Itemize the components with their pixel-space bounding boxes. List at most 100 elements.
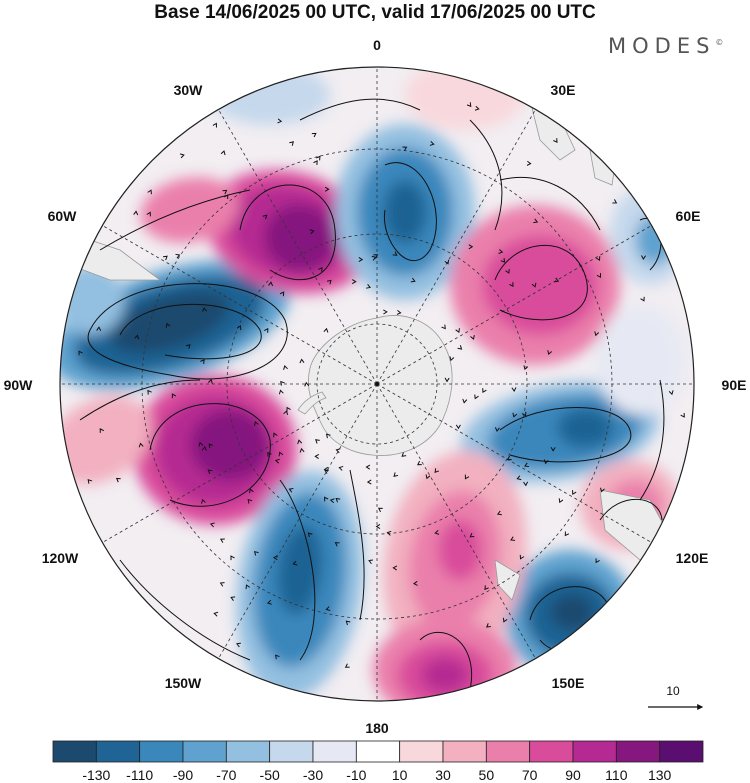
wind-arrow: [274, 458, 280, 464]
wind-arrow: [329, 498, 335, 504]
wind-arrow: [200, 359, 205, 364]
wind-arrow: [482, 388, 487, 394]
wind-arrow: [345, 620, 351, 626]
wind-arrow: [470, 334, 475, 340]
wind-arrow: [201, 445, 207, 451]
vector-reference-label: 10: [666, 684, 680, 698]
wind-arrow: [383, 309, 388, 315]
lon-label-180: 180: [365, 720, 389, 736]
colorbar-tick-label: -110: [126, 767, 153, 783]
colorbar-tick-label: 130: [648, 767, 672, 783]
wind-arrow: [474, 105, 480, 111]
lon-label-90e: 90E: [722, 377, 747, 393]
colorbar-swatch: [269, 740, 314, 763]
colorbar-tick-label: 110: [605, 767, 628, 783]
wind-arrow: [553, 138, 558, 143]
wind-arrow: [572, 490, 577, 495]
wind-arrow: [299, 447, 305, 453]
wind-arrow: [165, 322, 171, 328]
wind-arrow: [307, 532, 313, 538]
wind-arrow: [325, 433, 331, 439]
wind-arrow: [236, 642, 241, 648]
wind-arrow: [516, 475, 522, 481]
brand-text: MODES: [608, 34, 716, 58]
wind-arrow: [248, 488, 254, 494]
colorbar-tick-label: 70: [522, 767, 538, 783]
wind-arrow: [277, 118, 283, 124]
lon-label-120e: 120E: [676, 550, 709, 566]
wind-arrow: [314, 454, 320, 459]
wind-arrow: [304, 381, 310, 387]
wind-arrow: [416, 460, 422, 466]
wind-arrow: [413, 580, 418, 586]
wind-arrow: [474, 394, 479, 400]
colorbar-swatches: [52, 740, 704, 763]
wind-arrow: [377, 507, 383, 513]
wind-arrow: [368, 559, 374, 565]
wind-arrow: [531, 282, 537, 288]
wind-arrow: [133, 210, 139, 216]
wind-arrow: [351, 279, 357, 285]
longitude-labels: 0 30E 60E 90E 120E 150E 180 150W 120W 90…: [4, 37, 747, 736]
colorbar-swatch: [572, 740, 617, 763]
colorbar-swatch: [485, 740, 531, 763]
wind-arrow: [223, 194, 229, 200]
wind-arrow: [230, 596, 236, 601]
lon-label-60w: 60W: [48, 208, 78, 224]
wind-arrow: [208, 443, 214, 449]
wind-arrow: [402, 146, 408, 151]
wind-arrow: [326, 279, 332, 285]
wind-arrow: [288, 488, 294, 493]
wind-arrow: [523, 365, 529, 371]
wind-arrow: [457, 345, 463, 350]
colorbar-swatch: [139, 740, 184, 763]
wind-arrow: [429, 141, 435, 146]
wind-arrow: [115, 477, 121, 483]
wind-arrow: [510, 536, 516, 541]
wind-arrow: [401, 452, 407, 457]
wind-arrow: [425, 474, 431, 480]
wind-arrow: [175, 253, 181, 259]
wind-arrow: [500, 258, 506, 263]
wind-arrow: [219, 538, 225, 543]
colorbar-tick-label: 30: [435, 767, 451, 783]
wind-arrow: [365, 464, 371, 470]
wind-arrow: [335, 448, 341, 454]
wind-arrow: [371, 255, 377, 261]
wind-arrow: [286, 406, 291, 412]
colorbar-swatch: [442, 740, 487, 763]
wind-arrow: [498, 249, 504, 254]
wind-arrow: [292, 560, 298, 566]
wind-arrow: [668, 390, 674, 396]
wind-arrow: [323, 327, 329, 333]
antarctica-landmass: [297, 315, 453, 456]
wind-arrow: [134, 334, 140, 340]
wind-arrow: [318, 266, 323, 272]
lon-label-90w: 90W: [4, 377, 34, 393]
colorbar-tick-label: 90: [565, 767, 581, 783]
wind-arrow: [358, 257, 364, 263]
wind-arrow: [462, 398, 468, 404]
wind-arrow: [171, 393, 177, 399]
wind-arrow: [496, 510, 502, 516]
wind-arrow: [484, 585, 489, 591]
wind-arrow: [201, 498, 206, 504]
graticule: [60, 67, 694, 701]
wind-arrow: [313, 160, 318, 165]
south-pole-marker: [374, 381, 380, 387]
wind-arrow: [494, 427, 500, 432]
wind-arrow: [315, 439, 320, 444]
wind-arrow: [468, 244, 474, 250]
wind-arrow: [338, 465, 344, 471]
wind-arrow: [392, 565, 398, 571]
wind-arrow: [410, 277, 416, 283]
wind-arrow: [524, 462, 530, 468]
wind-arrow: [526, 160, 532, 166]
wind-arrow: [455, 328, 460, 334]
wind-arrow: [209, 522, 215, 528]
wind-arrow: [264, 327, 269, 333]
wind-arrow: [268, 281, 274, 287]
colorbar-tick-label: -10: [346, 767, 366, 783]
wind-arrow: [245, 584, 251, 590]
wind-arrow: [198, 441, 204, 447]
